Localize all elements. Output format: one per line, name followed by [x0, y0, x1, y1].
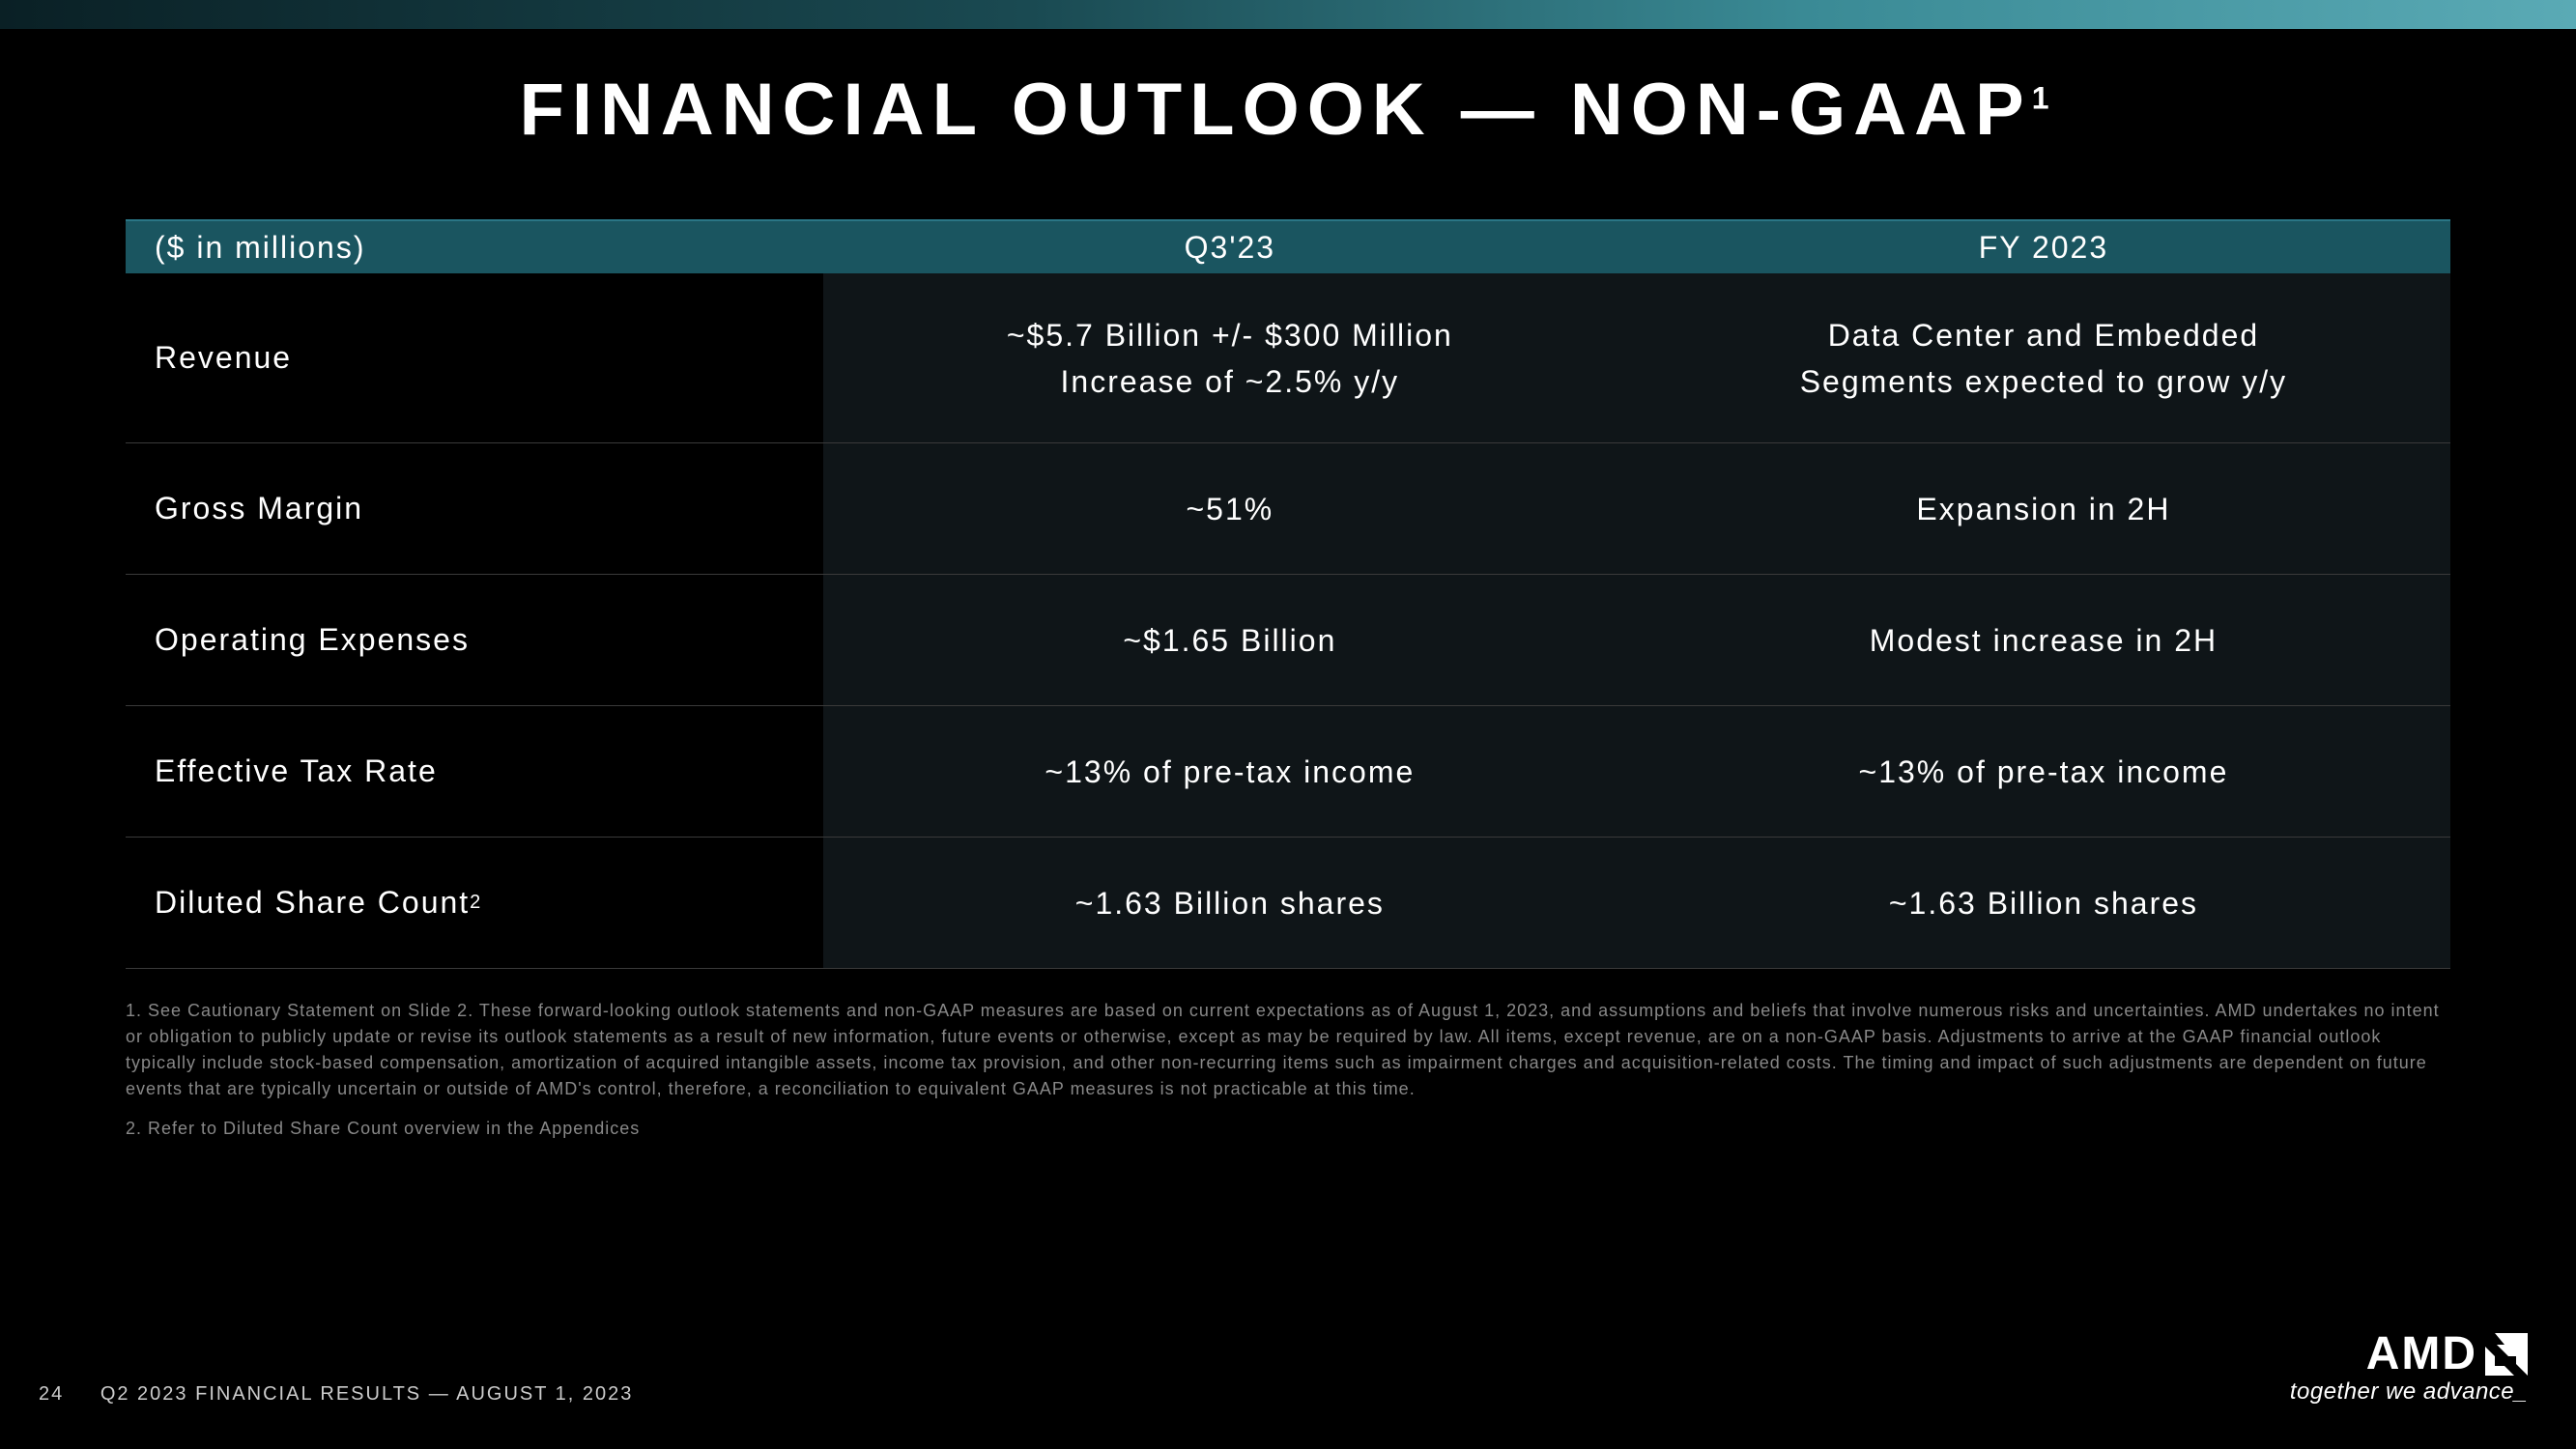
page-info: 24 Q2 2023 FINANCIAL RESULTS — AUGUST 1,… [39, 1383, 633, 1406]
label-gross-margin: Gross Margin [126, 443, 823, 574]
slide-footer: 24 Q2 2023 FINANCIAL RESULTS — AUGUST 1,… [0, 1327, 2576, 1406]
row-share-count: Diluted Share Count2 ~1.63 Billion share… [126, 838, 2450, 969]
footer-text: Q2 2023 FINANCIAL RESULTS — AUGUST 1, 20… [100, 1383, 634, 1405]
opex-fy: Modest increase in 2H [1637, 603, 2450, 678]
logo-tagline: together we advance_ [2290, 1378, 2528, 1406]
label-operating-expenses: Operating Expenses [126, 575, 823, 705]
footnote-2: 2. Refer to Diluted Share Count overview… [126, 1116, 2450, 1142]
revenue-q3: ~$5.7 Billion +/- $300 Million Increase … [823, 298, 1637, 419]
title-text: FINANCIAL OUTLOOK — NON-GAAP [519, 69, 2031, 151]
row-tax-rate: Effective Tax Rate ~13% of pre-tax incom… [126, 706, 2450, 838]
outlook-table: ($ in millions) Q3'23 FY 2023 Revenue ~$… [126, 219, 2450, 969]
share-count-label-text: Diluted Share Count [155, 885, 470, 921]
tax-q3: ~13% of pre-tax income [823, 734, 1637, 810]
gross-margin-q3: ~51% [823, 471, 1637, 547]
top-gradient-accent [0, 0, 2576, 29]
header-fy: FY 2023 [1637, 230, 2450, 266]
table-header-row: ($ in millions) Q3'23 FY 2023 [126, 219, 2450, 273]
share-count-footnote-ref: 2 [470, 892, 482, 914]
shares-fy: ~1.63 Billion shares [1637, 866, 2450, 941]
label-revenue: Revenue [126, 273, 823, 442]
footnote-1: 1. See Cautionary Statement on Slide 2. … [126, 998, 2450, 1102]
header-units: ($ in millions) [126, 230, 823, 266]
label-tax-rate: Effective Tax Rate [126, 706, 823, 837]
gross-margin-fy: Expansion in 2H [1637, 471, 2450, 547]
logo-block: AMD together we advance_ [2290, 1327, 2528, 1406]
revenue-fy: Data Center and Embedded Segments expect… [1637, 298, 2450, 419]
title-footnote-ref: 1 [2032, 81, 2057, 116]
row-operating-expenses: Operating Expenses ~$1.65 Billion Modest… [126, 575, 2450, 706]
slide-title: FINANCIAL OUTLOOK — NON-GAAP1 [126, 68, 2450, 152]
amd-logo: AMD [2290, 1327, 2528, 1380]
header-q3: Q3'23 [823, 230, 1637, 266]
opex-q3: ~$1.65 Billion [823, 603, 1637, 678]
label-share-count: Diluted Share Count2 [126, 838, 823, 968]
logo-text: AMD [2366, 1327, 2477, 1380]
row-revenue: Revenue ~$5.7 Billion +/- $300 Million I… [126, 273, 2450, 443]
footnotes-block: 1. See Cautionary Statement on Slide 2. … [126, 998, 2450, 1142]
page-number: 24 [39, 1383, 64, 1405]
row-gross-margin: Gross Margin ~51% Expansion in 2H [126, 443, 2450, 575]
slide-content: FINANCIAL OUTLOOK — NON-GAAP1 ($ in mill… [0, 58, 2576, 1155]
tax-fy: ~13% of pre-tax income [1637, 734, 2450, 810]
amd-arrow-icon [2485, 1333, 2528, 1376]
shares-q3: ~1.63 Billion shares [823, 866, 1637, 941]
